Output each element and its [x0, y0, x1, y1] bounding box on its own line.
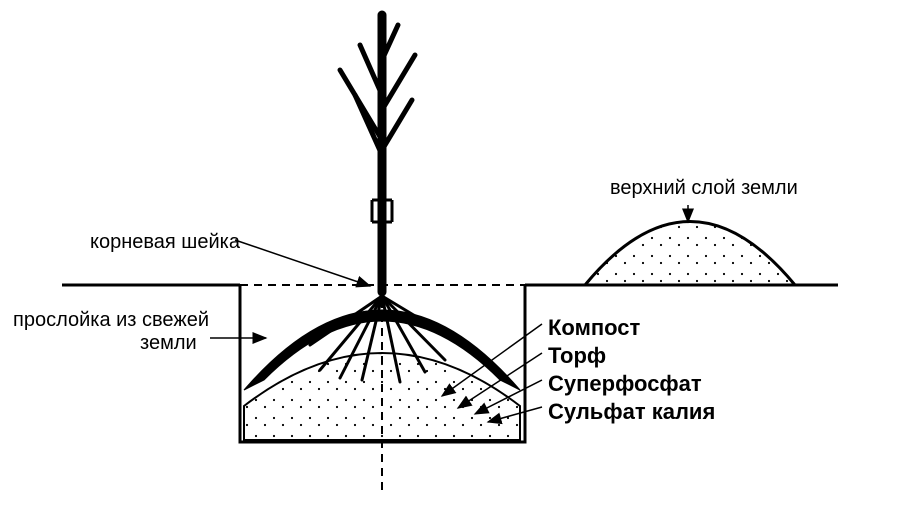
label-peat: Торф [548, 343, 606, 369]
label-topsoil: верхний слой земли [610, 176, 798, 200]
label-root-collar: корневая шейка [90, 230, 240, 254]
label-fresh-layer-l1: прослойка из свежей [13, 308, 209, 332]
label-compost: Компост [548, 315, 640, 341]
diagram-svg [0, 0, 898, 518]
arrow-root-collar [235, 240, 370, 286]
topsoil-mound [585, 222, 795, 286]
label-k-sulfate: Сульфат калия [548, 399, 715, 425]
label-fresh-layer-l2: земли [140, 331, 197, 355]
label-superphosphate: Суперфосфат [548, 371, 702, 397]
diagram-canvas: верхний слой земли корневая шейка просло… [0, 0, 898, 518]
